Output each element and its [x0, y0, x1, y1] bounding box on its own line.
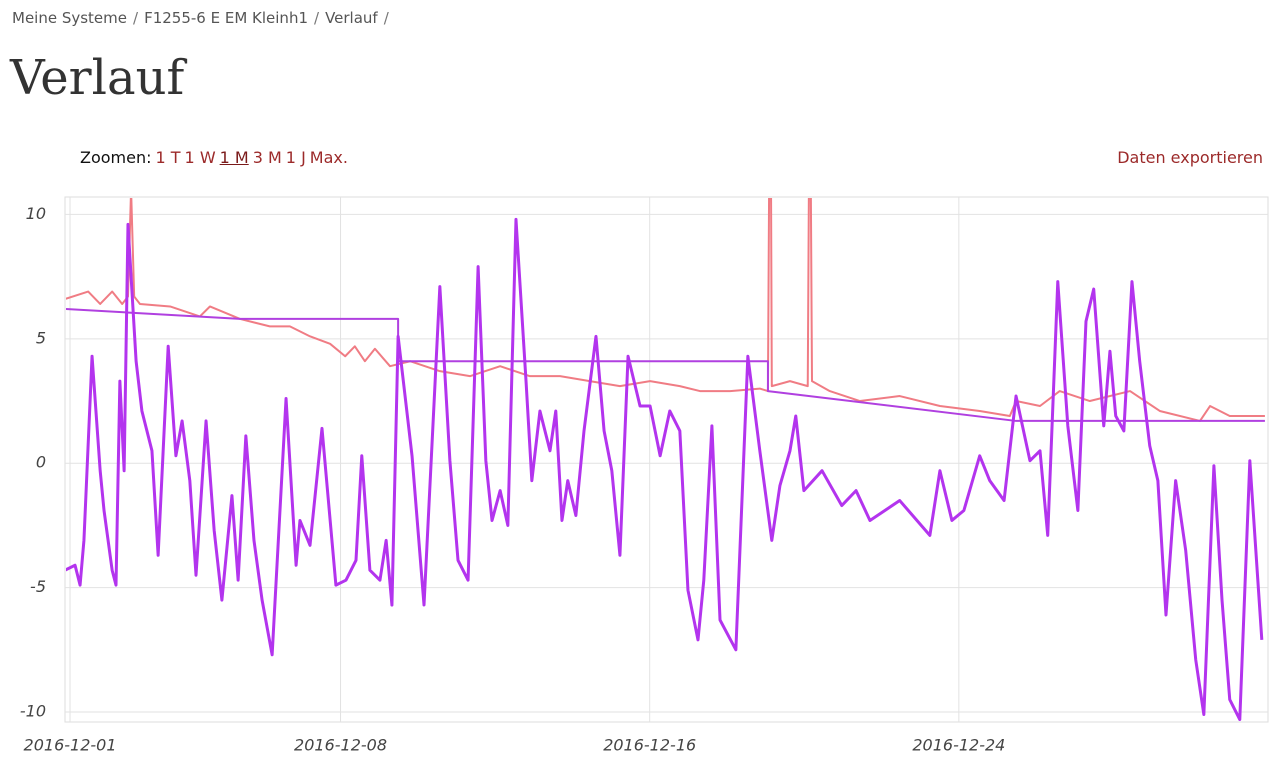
y-tick-label: 10 [26, 204, 46, 223]
zoom-option[interactable]: 1 M [219, 148, 249, 167]
line-series [66, 198, 1265, 422]
breadcrumb-separator: / [383, 9, 389, 27]
export-link[interactable]: Daten exportieren [1117, 148, 1263, 167]
zoom-label: Zoomen: [80, 148, 152, 167]
x-tick-label: 2016-12-01 [24, 736, 117, 755]
x-tick-label: 2016-12-08 [294, 736, 387, 755]
breadcrumb-item[interactable]: Verlauf [325, 9, 378, 27]
breadcrumb: Meine Systeme / F1255-6 E EM Kleinh1 / Verla… [12, 9, 395, 27]
x-tick-label: 2016-12-24 [912, 736, 1005, 755]
breadcrumb-separator: / [314, 9, 320, 27]
page-title: Verlauf [10, 50, 185, 106]
zoom-option[interactable]: 1 T [155, 148, 181, 167]
y-tick-label: -10 [20, 702, 46, 721]
x-tick-label: 2016-12-16 [603, 736, 696, 755]
zoom-option[interactable]: Max. [309, 148, 348, 167]
breadcrumb-item[interactable]: Meine Systeme [12, 9, 128, 27]
plot-area [66, 198, 1265, 721]
y-tick-label: -5 [30, 577, 46, 596]
zoom-option[interactable]: 3 M [252, 148, 282, 167]
line-series [66, 308, 1265, 422]
zoom-option[interactable]: 1 J [285, 148, 306, 167]
breadcrumb-item[interactable]: F1255-6 E EM Kleinh1 [144, 9, 308, 27]
line-series [66, 217, 1264, 721]
y-tick-label: 0 [36, 453, 46, 472]
y-tick-label: 5 [36, 328, 46, 347]
zoom-option[interactable]: 1 W [184, 148, 216, 167]
breadcrumb-separator: / [133, 9, 139, 27]
plot-frame [64, 196, 1269, 723]
